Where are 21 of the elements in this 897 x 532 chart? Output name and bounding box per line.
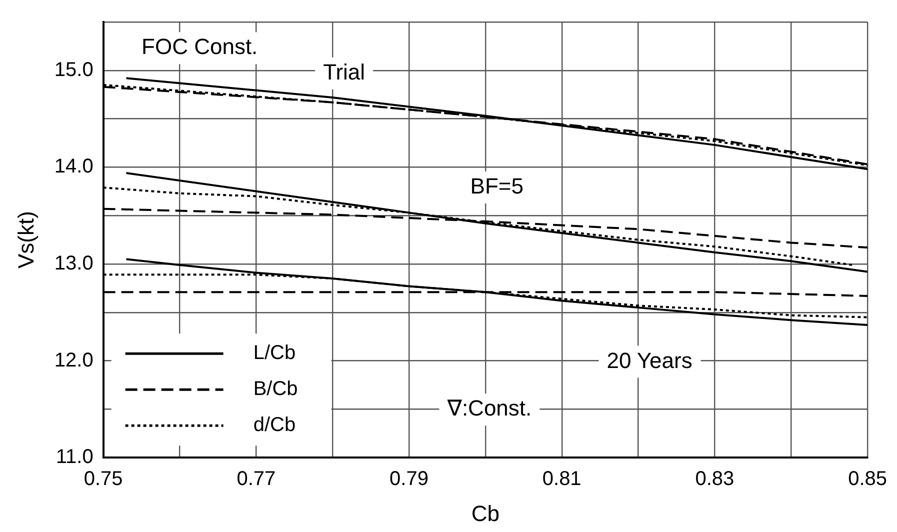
y-tick-label: 15.0 — [54, 58, 94, 81]
y-tick-label: 14.0 — [54, 156, 94, 178]
annotation: FOC Const. — [142, 34, 258, 60]
x-tick-label: 0.83 — [695, 468, 734, 490]
x-tick-label: 0.85 — [848, 468, 888, 490]
x-tick-label: 0.81 — [542, 468, 582, 490]
x-tick-label: 0.79 — [390, 468, 428, 490]
x-axis-title: Cb — [471, 500, 500, 526]
x-tick-label: 0.75 — [84, 468, 123, 490]
x-tick-label: 0.77 — [236, 468, 276, 490]
annotation: ∇:Const. — [446, 396, 532, 421]
y-tick-label: 13.0 — [54, 252, 94, 275]
annotation: 20 Years — [606, 348, 692, 373]
legend-label: B/Cb — [253, 378, 298, 400]
legend-label: L/Cb — [253, 342, 296, 364]
y-tick-label: 11.0 — [56, 446, 94, 468]
annotation: Trial — [323, 59, 366, 84]
y-axis-title: Vs(kt) — [13, 211, 38, 269]
legend-label: d/Cb — [253, 414, 296, 436]
y-tick-label: 12.0 — [54, 349, 94, 372]
annotation: BF=5 — [470, 174, 524, 199]
